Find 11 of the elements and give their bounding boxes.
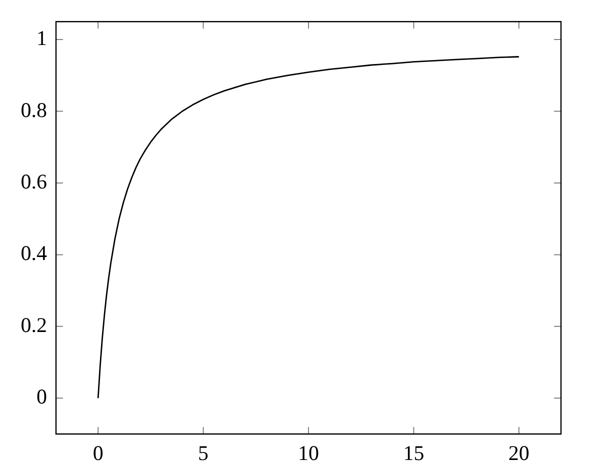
y-tick-label: 0 xyxy=(36,384,47,409)
x-tick-label: 10 xyxy=(298,441,319,466)
x-tick-label: 0 xyxy=(92,441,104,466)
y-tick-label: 1 xyxy=(36,26,47,50)
x-tick-label: 20 xyxy=(508,441,530,466)
y-tick-label: 0.6 xyxy=(20,169,47,194)
x-tick-label: 15 xyxy=(403,441,424,466)
y-tick-label: 0.8 xyxy=(20,98,47,122)
y-tick-label: 0.2 xyxy=(20,312,47,337)
y-tick-label: 0.4 xyxy=(20,241,48,266)
x-tick-label: 5 xyxy=(198,441,209,466)
